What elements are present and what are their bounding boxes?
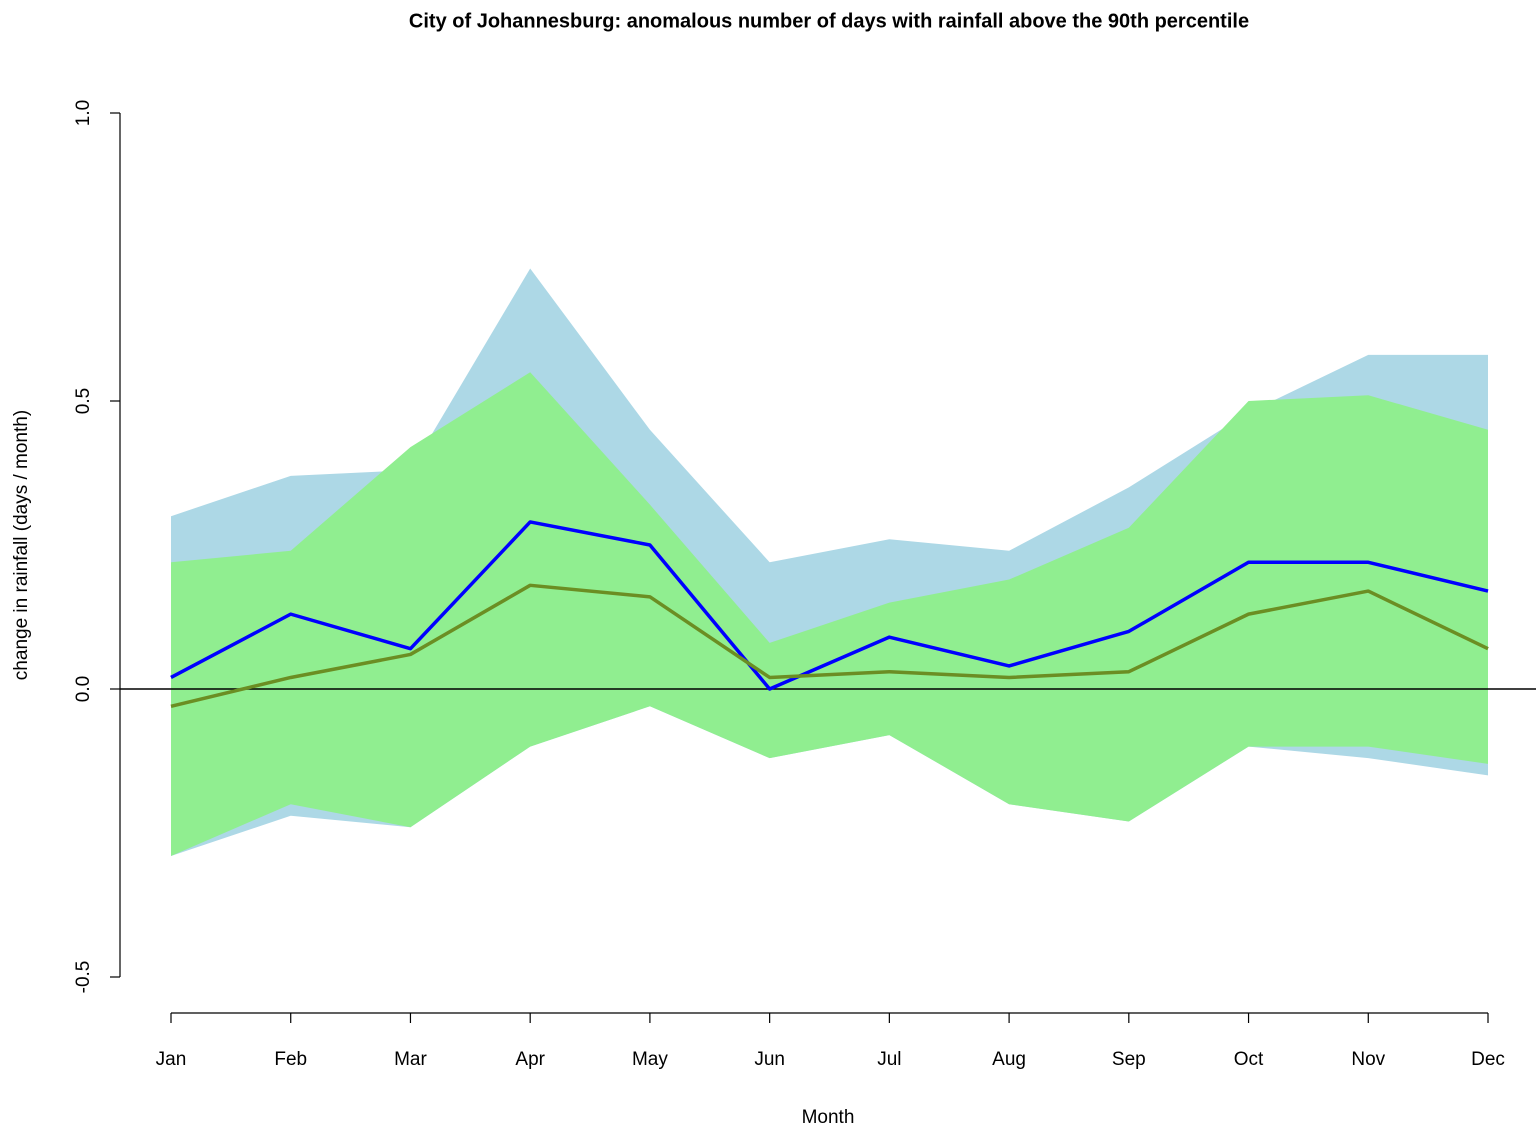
y-tick-label: 0.0 <box>73 676 94 702</box>
x-tick-label: Oct <box>1234 1049 1264 1070</box>
x-tick-label: Dec <box>1471 1049 1505 1070</box>
x-tick-label: Aug <box>992 1049 1026 1070</box>
y-tick-label: 1.0 <box>73 100 94 126</box>
x-axis-label: Month <box>802 1107 855 1128</box>
x-tick-label: Jun <box>754 1049 785 1070</box>
y-tick-label: -0.5 <box>73 961 94 994</box>
series-line <box>170 520 1489 691</box>
series-line <box>170 583 1489 708</box>
x-tick-label: May <box>632 1049 668 1070</box>
x-tick-label: Apr <box>515 1049 545 1070</box>
y-tick-label: 0.5 <box>73 388 94 414</box>
x-tick-label: Mar <box>394 1049 427 1070</box>
x-tick-label: Jan <box>156 1049 187 1070</box>
range-band <box>171 372 1488 857</box>
y-axis-label: change in rainfall (days / month) <box>11 410 32 680</box>
x-tick-label: Sep <box>1112 1049 1146 1070</box>
x-tick-label: Jul <box>877 1049 901 1070</box>
chart-title: City of Johannesburg: anomalous number o… <box>409 10 1249 32</box>
x-tick-label: Feb <box>274 1049 307 1070</box>
x-tick-label: Nov <box>1351 1049 1385 1070</box>
